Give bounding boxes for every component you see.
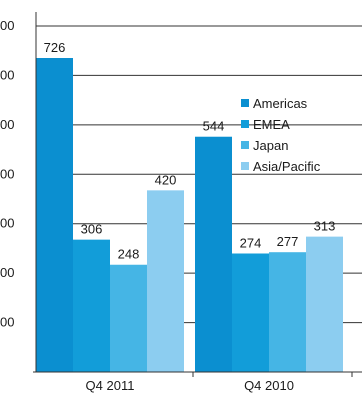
data-label: 544 [203, 119, 225, 134]
y-axis-tick-labels: 00 00 00 00 00 00 00 [0, 18, 14, 330]
bar [195, 136, 232, 372]
legend-label: EMEA [253, 117, 290, 132]
y-tick-label: 00 [0, 265, 14, 280]
bar [232, 253, 269, 372]
bar [306, 236, 343, 372]
y-tick-label: 00 [0, 67, 14, 82]
legend-label: Japan [253, 138, 288, 153]
x-axis: Q4 2011 Q4 2010 [33, 12, 362, 393]
data-label: 420 [155, 172, 177, 187]
data-label: 726 [44, 40, 66, 55]
bars [36, 58, 343, 372]
legend-label: Asia/Pacific [253, 159, 321, 174]
legend-label: Americas [253, 96, 308, 111]
y-tick-label: 00 [0, 315, 14, 330]
y-tick-label: 00 [0, 166, 14, 181]
legend-swatch [241, 120, 249, 128]
data-label: 306 [81, 222, 103, 237]
data-label: 248 [118, 247, 140, 262]
bar [73, 239, 110, 372]
data-label: 274 [240, 235, 262, 250]
y-tick-label: 00 [0, 18, 14, 33]
bar [269, 252, 306, 372]
data-label: 277 [277, 234, 299, 249]
data-labels: 726 306 248 420 544 274 277 313 [44, 40, 336, 262]
bar [110, 264, 147, 372]
x-tick-label: Q4 2011 [86, 378, 135, 393]
legend-swatch [241, 162, 249, 170]
x-tick-label: Q4 2010 [244, 378, 294, 393]
bar [36, 58, 73, 372]
legend-swatch [241, 99, 249, 107]
y-tick-label: 00 [0, 117, 14, 132]
legend: Americas EMEA Japan Asia/Pacific [241, 96, 321, 174]
bar [147, 190, 184, 372]
data-label: 313 [314, 219, 336, 234]
legend-swatch [241, 141, 249, 149]
y-tick-label: 00 [0, 216, 14, 231]
